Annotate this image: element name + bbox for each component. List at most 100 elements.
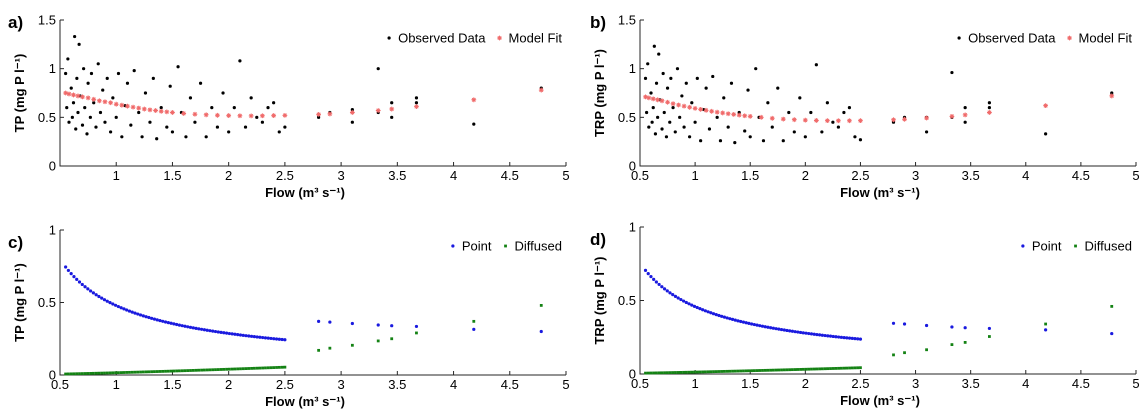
legend-label: Diffused: [515, 239, 562, 254]
diffused-point-53: [788, 368, 792, 372]
diffused-point-44: [763, 368, 767, 372]
diffused-point-78: [280, 365, 284, 369]
observed-data-point-75: [987, 101, 992, 105]
point-point-43: [183, 324, 187, 328]
diffused-point-35: [161, 369, 165, 373]
diffused-point-45: [189, 369, 192, 372]
diffused-point-42: [180, 369, 184, 373]
series-observed-data: [643, 44, 1114, 145]
model-fit-point-34: [375, 108, 381, 113]
model-fit-point-12: [125, 103, 130, 109]
model-fit-point-11: [698, 106, 704, 112]
point-point-69: [831, 334, 835, 339]
observed-data-point-78: [1110, 91, 1114, 95]
y-tick-label: 1: [629, 220, 636, 235]
observed-data-point-20: [92, 101, 96, 105]
model-fit-point-10: [113, 101, 119, 107]
observed-data-point-57: [232, 106, 236, 110]
observed-data-point-51: [776, 86, 780, 90]
diffused-point-75: [848, 366, 851, 370]
observed-data-point-38: [143, 91, 148, 95]
point-point-61: [233, 332, 237, 336]
point-point-17: [690, 303, 694, 307]
observed-data-point-13: [80, 123, 85, 127]
diffused-point-70: [834, 367, 838, 370]
y-tick-label: 0.5: [38, 110, 56, 125]
diffused-point-3: [72, 372, 76, 376]
point-point-45: [188, 325, 193, 329]
diffused-point-17: [111, 371, 115, 375]
diffused-point-9: [89, 372, 92, 375]
point-point-28: [720, 314, 724, 318]
y-tick-label: 0: [49, 159, 56, 174]
point-point-24: [130, 310, 134, 314]
observed-data-point-27: [688, 135, 692, 139]
model-fit-point-6: [670, 101, 676, 107]
point-point-26: [136, 312, 140, 316]
series-model-fit: [643, 93, 1115, 124]
diffused-point-29: [723, 369, 726, 373]
point-point-81: [328, 320, 332, 324]
diffused-point-48: [774, 368, 778, 372]
y-axis-label-unit: (mg P l⁻¹): [592, 256, 607, 315]
point-point-78: [280, 337, 284, 342]
observed-data-point-26: [105, 76, 109, 80]
model-fit-point-4: [80, 94, 85, 100]
observed-data-point-58: [814, 63, 818, 67]
y-tick-label: 0.5: [618, 293, 636, 308]
model-fit-point-21: [181, 111, 187, 116]
observed-data-point-16: [85, 132, 89, 136]
observed-data-point-64: [272, 101, 276, 105]
point-point-76: [274, 337, 279, 341]
y-axis-label-unit: (mg P l⁻¹): [12, 263, 27, 322]
axes-frame: [639, 20, 1136, 167]
diffused-point-77: [277, 365, 281, 369]
diffused-point-57: [799, 368, 802, 371]
point-point-2: [69, 272, 73, 276]
point-point-43: [760, 324, 765, 328]
point-point-67: [826, 334, 830, 338]
series-diffused: [644, 304, 1114, 375]
diffused-point-26: [136, 370, 140, 374]
diffused-point-44: [186, 369, 190, 372]
diffused-point-2: [649, 371, 653, 375]
point-point-21: [122, 307, 126, 311]
point-point-23: [706, 310, 710, 314]
observed-data-point-33: [125, 81, 130, 85]
point-point-58: [225, 331, 229, 335]
observed-data-point-69: [350, 120, 354, 124]
observed-data-point-40: [729, 81, 734, 85]
diffused-point-18: [114, 371, 117, 375]
observed-data-point-59: [820, 130, 824, 134]
y-tick-label: 0: [629, 367, 636, 382]
y-tick-label: 0: [629, 159, 636, 174]
diffused-point-28: [141, 370, 145, 374]
observed-data-point-16: [664, 135, 669, 139]
point-point-44: [186, 325, 190, 329]
observed-data-point-49: [766, 101, 770, 105]
point-point-16: [687, 302, 691, 306]
observed-data-point-4: [69, 86, 73, 90]
point-point-78: [856, 337, 860, 341]
diffused-point-31: [728, 369, 732, 373]
diffused-point-8: [86, 372, 90, 375]
diffused-point-21: [701, 370, 705, 374]
point-point-82: [924, 323, 929, 328]
observed-data-point-53: [210, 106, 214, 110]
point-point-57: [222, 331, 226, 335]
x-tick-label: 4: [450, 377, 457, 392]
diffused-point-67: [250, 366, 253, 370]
diffused-point-4: [75, 372, 79, 376]
legend-marker-point-point-0: [451, 244, 455, 248]
point-point-73: [842, 336, 846, 340]
x-tick-label: 5: [1132, 376, 1139, 391]
point-point-70: [258, 335, 262, 339]
point-point-45: [766, 325, 770, 329]
model-fit-point-0: [63, 90, 69, 96]
diffused-point-30: [147, 370, 151, 374]
diffused-point-34: [158, 370, 162, 373]
diffused-point-85: [988, 335, 991, 338]
diffused-point-57: [222, 367, 226, 371]
point-point-58: [801, 331, 805, 335]
point-point-26: [714, 313, 718, 317]
